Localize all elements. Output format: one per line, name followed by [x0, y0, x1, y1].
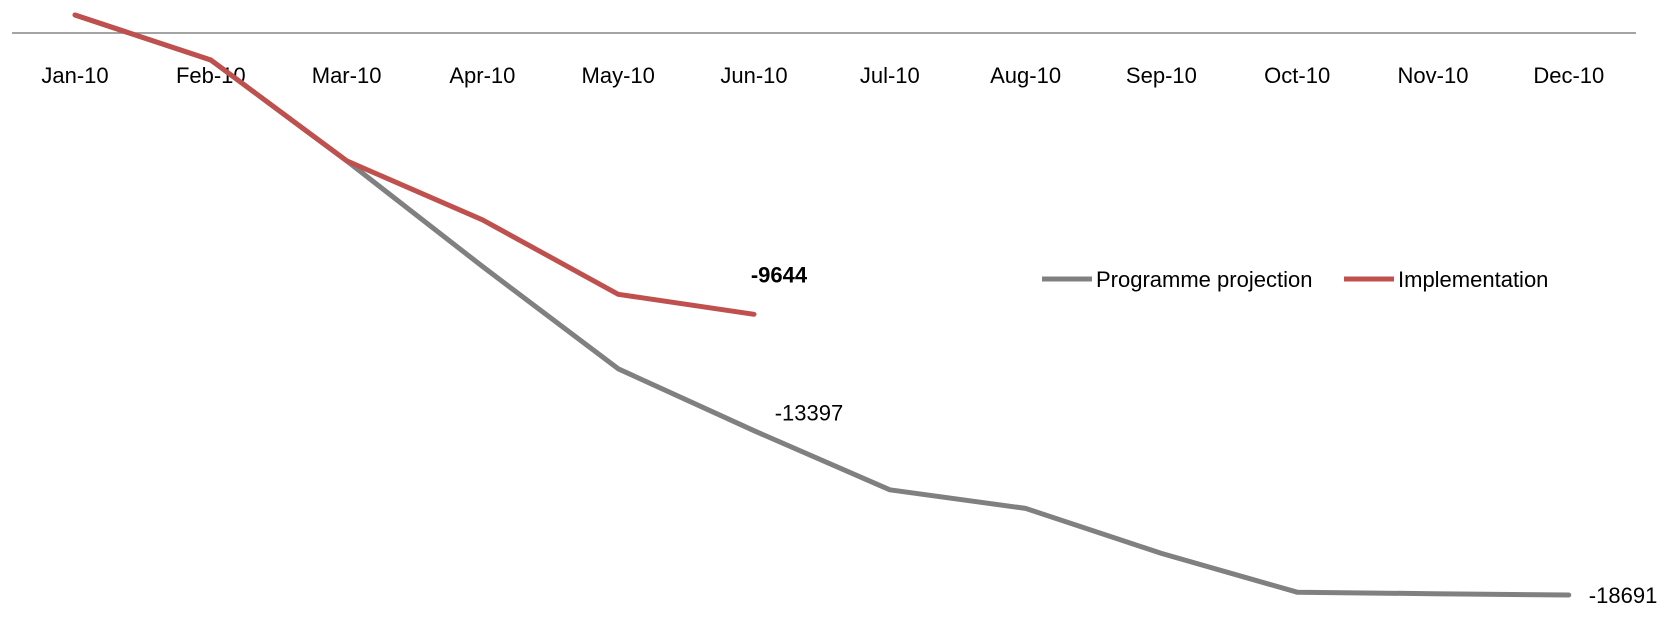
x-tick-label: May-10	[582, 63, 655, 88]
legend-label: Implementation	[1398, 267, 1548, 292]
series-lines	[72, 12, 1572, 598]
x-tick-label: Apr-10	[449, 63, 515, 88]
x-tick-label: Sep-10	[1126, 63, 1197, 88]
series-line-implementation	[72, 12, 757, 317]
legend-item: Implementation	[1344, 267, 1548, 292]
legend-item: Programme projection	[1042, 267, 1312, 292]
x-tick-label: Mar-10	[312, 63, 382, 88]
data-label: -13397	[775, 401, 844, 426]
legend: Programme projection Implementation	[1042, 267, 1548, 292]
x-tick-label: Jul-10	[860, 63, 920, 88]
x-tick-label: Jan-10	[41, 63, 108, 88]
data-labels: -13397 -18691 -9644	[751, 262, 1657, 608]
data-label: -18691	[1589, 583, 1658, 608]
x-tick-labels: Jan-10 Feb-10 Mar-10 Apr-10 May-10 Jun-10 Jul-…	[41, 63, 1604, 88]
x-tick-label: Jun-10	[720, 63, 787, 88]
data-label: -9644	[751, 262, 808, 287]
x-tick-label: Nov-10	[1398, 63, 1469, 88]
x-tick-label: Dec-10	[1533, 63, 1604, 88]
series-line-programme-projection	[72, 12, 1572, 598]
x-tick-label: Oct-10	[1264, 63, 1330, 88]
legend-label: Programme projection	[1096, 267, 1312, 292]
x-tick-label: Aug-10	[990, 63, 1061, 88]
